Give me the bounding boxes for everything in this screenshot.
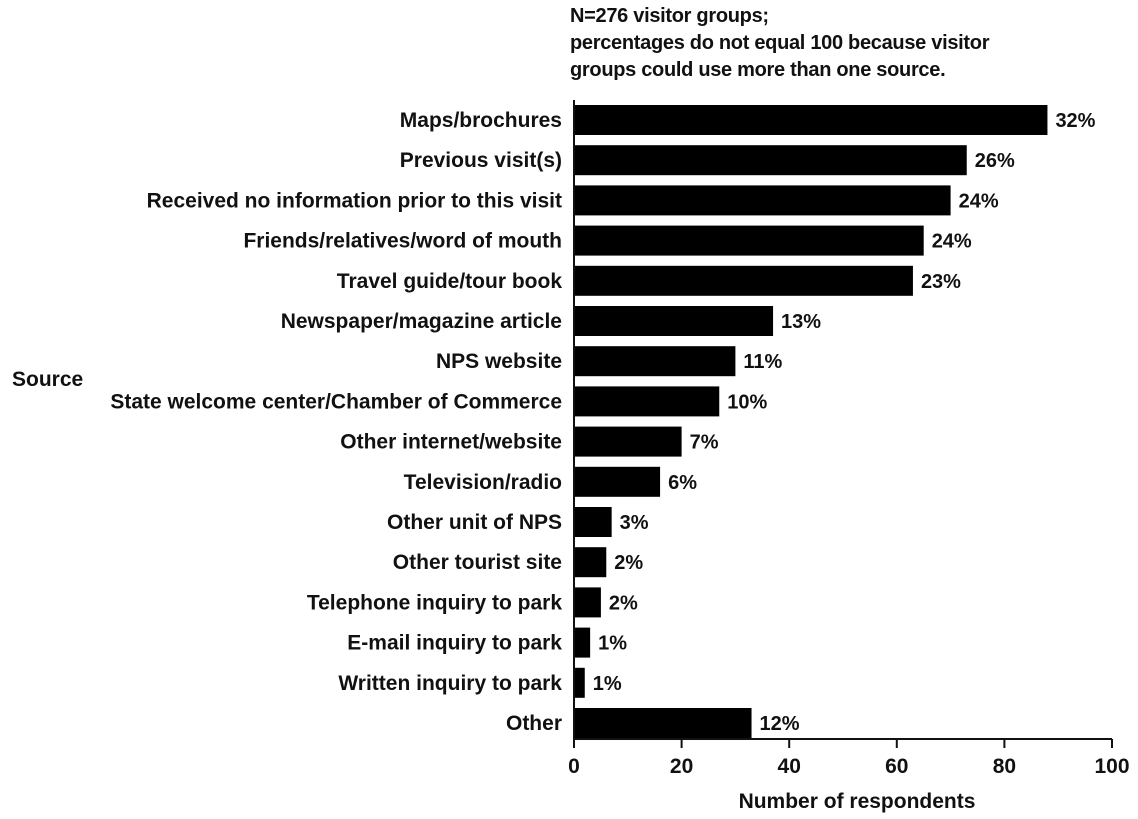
bar bbox=[574, 466, 661, 497]
bar bbox=[574, 306, 774, 336]
data-label: 26% bbox=[975, 150, 1015, 172]
category-label: NPS website bbox=[436, 350, 562, 373]
category-label: Newspaper/magazine article bbox=[281, 310, 562, 333]
bar bbox=[574, 105, 1048, 135]
bar bbox=[574, 667, 585, 698]
x-tick-label: 40 bbox=[778, 755, 801, 778]
data-label: 2% bbox=[609, 592, 638, 614]
data-label: 11% bbox=[743, 351, 782, 373]
data-label: 24% bbox=[959, 190, 999, 212]
category-label: Other tourist site bbox=[393, 551, 562, 574]
category-label: Friends/relatives/word of mouth bbox=[243, 230, 562, 253]
category-label: Other bbox=[506, 712, 562, 735]
data-label: 6% bbox=[668, 472, 697, 494]
bar bbox=[574, 265, 913, 296]
data-label: 10% bbox=[727, 391, 767, 413]
x-tick-label: 80 bbox=[993, 755, 1016, 778]
bar bbox=[574, 627, 591, 658]
data-label: 24% bbox=[932, 231, 972, 253]
category-label: Written inquiry to park bbox=[338, 672, 562, 695]
data-label: 32% bbox=[1055, 110, 1095, 132]
x-axis-title: Number of respondents bbox=[739, 790, 976, 813]
bar bbox=[574, 346, 736, 377]
bar bbox=[574, 708, 752, 738]
category-label: Telephone inquiry to park bbox=[307, 591, 562, 614]
data-label: 3% bbox=[620, 512, 649, 534]
category-label: Received no information prior to this vi… bbox=[147, 189, 562, 212]
data-label: 2% bbox=[614, 552, 643, 574]
category-label: Other internet/website bbox=[340, 431, 562, 454]
note-line-1: N=276 visitor groups; bbox=[570, 5, 769, 27]
category-label: Travel guide/tour book bbox=[337, 270, 563, 293]
bar bbox=[574, 547, 607, 578]
note-line-3: groups could use more than one source. bbox=[570, 59, 946, 81]
category-label: State welcome center/Chamber of Commerce bbox=[110, 390, 562, 413]
x-tick-label: 100 bbox=[1094, 755, 1129, 778]
bar bbox=[574, 587, 601, 618]
bar bbox=[574, 185, 951, 216]
x-tick-label: 0 bbox=[568, 755, 580, 778]
bar bbox=[574, 426, 682, 457]
category-label: Television/radio bbox=[404, 471, 562, 494]
data-label: 12% bbox=[760, 713, 800, 735]
data-label: 1% bbox=[598, 633, 627, 655]
data-label: 23% bbox=[921, 271, 961, 293]
category-label: Previous visit(s) bbox=[400, 149, 562, 172]
data-label: 1% bbox=[593, 673, 622, 695]
x-tick-label: 20 bbox=[670, 755, 693, 778]
data-label: 13% bbox=[781, 311, 821, 333]
category-label: Other unit of NPS bbox=[387, 511, 562, 534]
x-tick-label: 60 bbox=[885, 755, 908, 778]
data-label: 7% bbox=[690, 432, 719, 454]
category-label: Maps/brochures bbox=[400, 109, 562, 132]
bar bbox=[574, 507, 612, 537]
category-label: E-mail inquiry to park bbox=[347, 632, 562, 655]
bar bbox=[574, 225, 924, 256]
bar bbox=[574, 386, 720, 417]
bar bbox=[574, 145, 967, 176]
note-line-2: percentages do not equal 100 because vis… bbox=[570, 32, 990, 54]
y-axis-title: Source bbox=[12, 368, 83, 391]
